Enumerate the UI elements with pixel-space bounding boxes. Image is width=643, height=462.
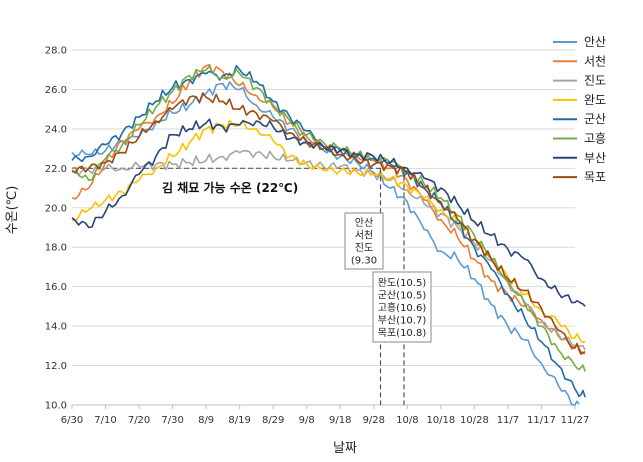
legend-label-고흥: 고흥: [584, 132, 606, 146]
y-tick-labels: 10.0 12.0 14.0 16.0 18.0 20.0 22.0 24.0 26.0 28.0: [45, 46, 67, 412]
series-line-서천: [71, 63, 586, 355]
legend-label-목포: 목포: [584, 170, 606, 184]
y-tick-label: 16.0: [45, 282, 67, 293]
x-tick-label: 9/28: [363, 415, 385, 426]
annotation-1-line: 진도: [355, 242, 373, 254]
y-tick-label: 10.0: [45, 401, 67, 412]
x-tick-label: 7/30: [161, 415, 183, 426]
annotation-1-line: 서천: [355, 230, 373, 242]
x-tick-label: 9/18: [329, 415, 351, 426]
annotation-1-line: 안산: [355, 217, 373, 229]
legend-label-진도: 진도: [584, 74, 606, 88]
x-tick-label: 6/30: [61, 415, 83, 426]
x-axis-title: 날짜: [333, 441, 357, 456]
x-tick-label: 10/28: [460, 415, 489, 426]
x-tick-label: 8/19: [228, 415, 250, 426]
gridlines: [72, 49, 575, 367]
annotation-2-line: 고흥(10.6): [378, 301, 427, 314]
legend-label-완도: 완도: [584, 93, 606, 107]
y-tick-label: 22.0: [45, 164, 67, 175]
x-tick-label: 11/27: [561, 415, 590, 426]
x-tick-label: 11/7: [497, 415, 519, 426]
x-tick-label: 7/10: [94, 415, 116, 426]
annotation-2-line: 목포(10.8): [378, 327, 427, 339]
x-tick-label: 7/20: [128, 415, 150, 426]
threshold-group: 김 채묘 가능 수온 (22℃): [72, 167, 408, 195]
annotation-2-line: 부산(10.7): [378, 315, 427, 327]
series-line-고흥: [71, 65, 586, 372]
annotation-2-line: 군산(10.5): [378, 290, 427, 302]
threshold-label: 김 채묘 가능 수온 (22℃): [162, 180, 298, 195]
annotation-box-2: [372, 271, 432, 343]
annotation-box-1: [344, 212, 384, 270]
x-tick-label: 10/8: [396, 415, 418, 426]
y-axis-title: 수온(℃): [5, 186, 20, 235]
y-tick-label: 24.0: [45, 124, 67, 135]
series-lines: [71, 63, 586, 406]
series-line-완도: [71, 119, 586, 344]
annotation-2-line: 완도(10.5): [378, 277, 427, 289]
legend-label-군산: 군산: [584, 112, 606, 126]
y-tick-label: 28.0: [45, 46, 67, 57]
x-tick-label: 11/17: [527, 415, 556, 426]
x-tick-label: 8/9: [198, 415, 214, 426]
y-tick-label: 26.0: [45, 85, 67, 96]
legend-label-서천: 서천: [584, 53, 606, 68]
y-tick-label: 18.0: [45, 243, 67, 254]
x-tick-labels: 6/30 7/10 7/20 7/30 8/9 8/19 8/29 9/8 9/18 9/28 10…: [61, 415, 590, 426]
y-tick-label: 12.0: [45, 361, 67, 372]
annotation-1-line: (9.30: [351, 256, 377, 267]
legend-label-부산: 부산: [584, 151, 606, 165]
series-line-부산: [71, 118, 586, 307]
legend-label-안산: 안산: [584, 35, 606, 49]
axes: [71, 404, 576, 409]
series-line-군산: [71, 65, 586, 398]
y-tick-label: 14.0: [45, 322, 67, 333]
y-tick-label: 20.0: [45, 203, 67, 214]
x-tick-label: 10/18: [426, 415, 455, 426]
series-line-목포: [71, 92, 586, 355]
x-tick-label: 8/29: [262, 415, 284, 426]
x-tick-label: 9/8: [299, 415, 315, 426]
